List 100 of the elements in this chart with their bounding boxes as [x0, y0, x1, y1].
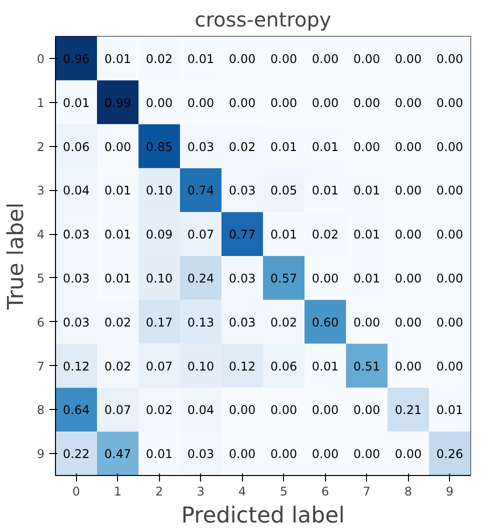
data-label: 0.00 [436, 96, 464, 110]
data-label: 0.96 [62, 52, 90, 66]
data-label: 0.01 [312, 184, 339, 198]
y-tick-label: 2 [36, 140, 45, 154]
data-label: 0.00 [394, 96, 422, 110]
data-label: 0.01 [270, 140, 298, 154]
data-label: 0.02 [104, 315, 132, 330]
data-label: 0.00 [394, 447, 422, 462]
data-label: 0.00 [312, 271, 339, 286]
data-label: 0.01 [312, 140, 339, 154]
y-tick-label: 6 [36, 315, 45, 330]
data-label: 0.10 [146, 271, 173, 286]
data-label: 0.01 [104, 184, 132, 198]
data-label: 0.00 [270, 96, 298, 110]
data-label: 0.00 [394, 184, 422, 198]
y-tick-label: 8 [36, 403, 45, 418]
data-label: 0.01 [187, 52, 214, 66]
x-tick-label: 8 [404, 484, 412, 498]
data-label: 0.00 [187, 96, 214, 110]
data-label: 0.24 [187, 271, 214, 286]
data-label: 0.00 [353, 447, 380, 462]
data-label: 0.00 [436, 228, 464, 242]
data-label: 0.01 [104, 228, 132, 242]
data-label: 0.02 [146, 403, 173, 418]
data-label: 0.01 [104, 52, 132, 66]
y-tick-label: 3 [36, 184, 45, 198]
data-label: 0.74 [187, 184, 214, 198]
data-label: 0.10 [146, 184, 173, 198]
y-tick-label: 9 [36, 447, 45, 462]
data-label: 0.03 [228, 315, 256, 330]
data-label: 0.77 [228, 228, 256, 242]
data-label: 0.00 [228, 447, 256, 462]
data-label: 0.99 [104, 96, 132, 110]
x-tick-label: 9 [446, 484, 454, 498]
data-label: 0.03 [187, 140, 214, 154]
data-label: 0.00 [270, 52, 298, 66]
data-label: 0.00 [394, 52, 422, 66]
data-label: 0.01 [146, 447, 173, 462]
data-label: 0.60 [312, 315, 339, 330]
data-label: 0.03 [187, 447, 214, 462]
data-label: 0.00 [436, 184, 464, 198]
data-label: 0.01 [62, 96, 90, 110]
data-label: 0.01 [353, 271, 380, 286]
data-label: 0.00 [436, 271, 464, 286]
data-label: 0.03 [228, 271, 256, 286]
data-label: 0.47 [104, 447, 132, 462]
data-label: 0.00 [394, 359, 422, 374]
x-tick-label: 0 [72, 484, 80, 498]
data-label: 0.01 [353, 184, 380, 198]
data-label: 0.00 [270, 447, 298, 462]
data-label: 0.01 [436, 403, 464, 418]
data-label: 0.00 [104, 140, 132, 154]
data-label: 0.01 [312, 359, 339, 374]
data-label: 0.85 [146, 140, 173, 154]
data-label: 0.00 [436, 52, 464, 66]
data-label: 0.00 [353, 315, 380, 330]
data-label: 0.00 [312, 96, 339, 110]
data-label: 0.26 [436, 447, 464, 462]
data-label: 0.00 [312, 52, 339, 66]
data-label: 0.00 [228, 96, 256, 110]
data-label: 0.00 [312, 447, 339, 462]
data-label: 0.57 [270, 271, 298, 286]
data-label: 0.03 [62, 271, 90, 286]
data-label: 0.00 [436, 359, 464, 374]
data-label: 0.01 [270, 228, 298, 242]
data-label: 0.02 [146, 52, 173, 66]
data-label: 0.01 [104, 271, 132, 286]
data-label: 0.21 [394, 403, 422, 418]
y-tick-label: 0 [36, 52, 45, 66]
data-label: 0.00 [270, 403, 298, 418]
x-tick-label: 1 [114, 484, 122, 498]
data-label: 0.04 [187, 403, 214, 418]
data-label: 0.06 [62, 140, 90, 154]
data-label: 0.10 [187, 359, 214, 374]
x-axis-title: Predicted label [181, 504, 345, 528]
data-label: 0.00 [394, 271, 422, 286]
data-label: 0.03 [228, 184, 256, 198]
data-label: 0.22 [62, 447, 90, 462]
y-tick-label: 7 [36, 359, 45, 374]
x-tick-label: 3 [196, 484, 205, 498]
data-label: 0.00 [353, 96, 380, 110]
data-label: 0.02 [228, 140, 256, 154]
data-label: 0.01 [353, 228, 380, 242]
data-label: 0.07 [146, 359, 173, 374]
data-label: 0.07 [187, 228, 214, 242]
data-label: 0.00 [436, 140, 464, 154]
data-label: 0.00 [353, 52, 380, 66]
data-label: 0.13 [187, 315, 214, 330]
data-label: 0.00 [394, 228, 422, 242]
data-label: 0.17 [146, 315, 173, 330]
y-tick-label: 1 [36, 96, 45, 110]
data-label: 0.09 [146, 228, 173, 242]
data-label: 0.05 [270, 184, 298, 198]
data-label: 0.02 [270, 315, 298, 330]
data-label: 0.00 [394, 315, 422, 330]
data-label: 0.02 [104, 359, 132, 374]
data-label: 0.00 [353, 403, 380, 418]
data-label: 0.07 [104, 403, 132, 418]
data-label: 0.12 [62, 359, 90, 374]
x-tick-label: 5 [280, 484, 288, 498]
